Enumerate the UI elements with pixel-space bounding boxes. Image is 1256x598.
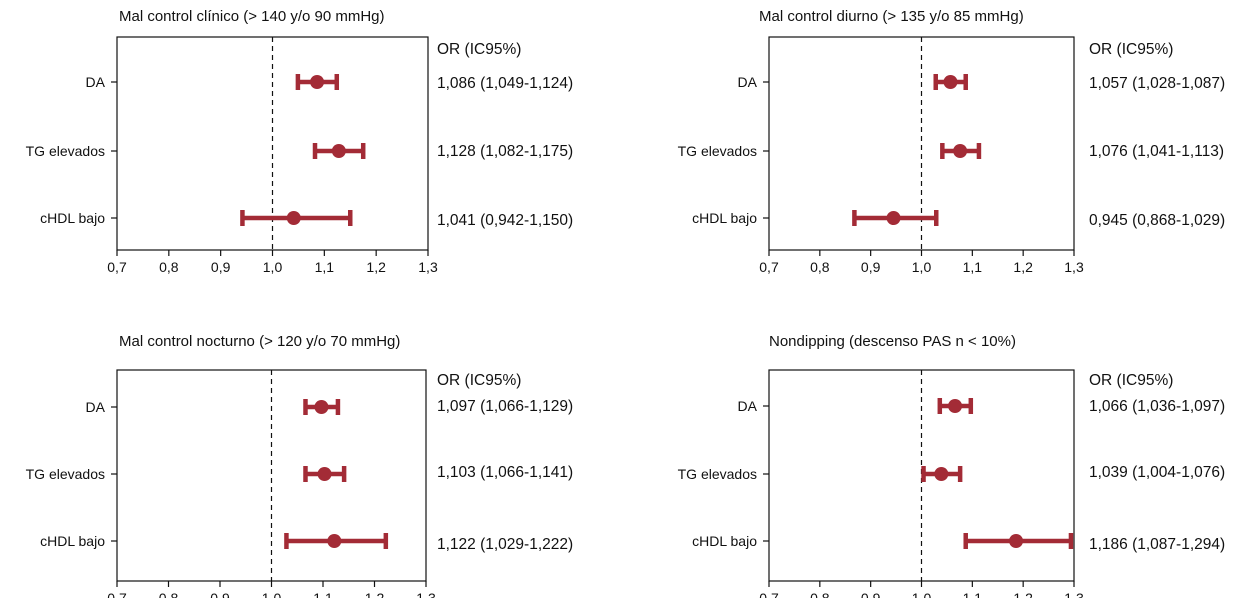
x-tick-label: 1,1 [963,259,983,275]
or-point-chdl [286,211,301,225]
x-tick-label: 1,0 [262,590,282,598]
row-label-da: DA [738,398,758,414]
x-tick-label: 1,1 [313,590,333,598]
x-tick-label: 0,8 [810,590,830,598]
x-tick-label: 0,9 [211,259,231,275]
x-tick-label: 0,7 [759,590,779,598]
or-value-tg: 1,103 (1,066-1,141) [437,464,574,481]
or-value-da: 1,086 (1,049-1,124) [437,75,574,92]
or-point-chdl [327,534,342,548]
row-label-da: DA [86,399,106,415]
forest-panel-nondipping: Nondipping (descenso PAS n < 10%) 0,7 0,8… [640,298,1256,598]
or-header: OR (IC95%) [437,41,522,58]
row-label-tg: TG elevados [26,143,105,159]
x-tick-label: 1,3 [416,590,436,598]
row-label-chdl: cHDL bajo [40,210,105,226]
x-tick-label: 1,0 [912,590,932,598]
x-tick-label: 0,8 [810,259,830,275]
panel-title: Mal control diurno (> 135 y/o 85 mmHg) [759,8,1024,25]
or-point-tg [331,144,346,158]
x-tick-label: 1,2 [366,259,386,275]
panel-title: Nondipping (descenso PAS n < 10%) [769,333,1016,350]
row-label-chdl: cHDL bajo [692,533,757,549]
or-point-chdl [1009,534,1024,548]
or-point-da [948,399,963,413]
row-label-da: DA [86,74,106,90]
forest-panel-clinical: Mal control clínico (> 140 y/o 90 mmHg) … [0,0,628,300]
x-tick-label: 1,3 [1064,590,1084,598]
forest-plot: 0,7 0,8 0,9 1,0 1,1 1,2 1,3 DA TG elevados cHDL b… [26,36,438,275]
or-point-tg [953,144,968,158]
row-label-chdl: cHDL bajo [40,533,105,549]
or-point-chdl [886,211,901,225]
forest-plot: 0,7 0,8 0,9 1,0 1,1 1,2 1,3 DA TG elevados cHDL b… [678,369,1084,598]
x-tick-label: 0,7 [759,259,779,275]
forest-plot: 0,7 0,8 0,9 1,0 1,1 1,2 1,3 DA TG elevados cHDL b… [678,36,1084,275]
panel-title: Mal control clínico (> 140 y/o 90 mmHg) [119,8,385,25]
or-value-tg: 1,039 (1,004-1,076) [1089,464,1226,481]
row-label-chdl: cHDL bajo [692,210,757,226]
x-tick-label: 1,3 [1064,259,1084,275]
panel-title: Mal control nocturno (> 120 y/o 70 mmHg) [119,333,401,350]
x-tick-label: 0,9 [210,590,230,598]
or-point-da [310,75,325,89]
or-point-da [314,400,329,414]
x-tick-label: 1,1 [963,590,983,598]
or-value-da: 1,097 (1,066-1,129) [437,398,574,415]
forest-panel-daytime: Mal control diurno (> 135 y/o 85 mmHg) 0… [640,0,1256,300]
or-value-da: 1,066 (1,036-1,097) [1089,398,1226,415]
x-tick-label: 0,7 [107,259,127,275]
or-value-chdl: 1,041 (0,942-1,150) [437,212,574,229]
or-value-chdl: 0,945 (0,868-1,029) [1089,212,1226,229]
or-value-chdl: 1,122 (1,029-1,222) [437,536,574,553]
x-tick-label: 1,1 [315,259,335,275]
x-tick-label: 1,3 [418,259,438,275]
or-point-tg [934,467,949,481]
x-tick-label: 1,0 [263,259,283,275]
row-label-tg: TG elevados [678,466,757,482]
or-header: OR (IC95%) [1089,372,1174,389]
row-label-tg: TG elevados [26,466,105,482]
row-label-tg: TG elevados [678,143,757,159]
row-label-da: DA [738,74,758,90]
x-tick-label: 0,8 [159,259,179,275]
or-header: OR (IC95%) [437,372,522,389]
x-tick-label: 0,9 [861,259,881,275]
forest-plot: 0,7 0,8 0,9 1,0 1,1 1,2 1,3 DA TG elevados cHDL b… [26,369,436,598]
or-value-chdl: 1,186 (1,087-1,294) [1089,536,1226,553]
or-value-tg: 1,128 (1,082-1,175) [437,143,574,160]
or-point-tg [317,467,332,481]
x-tick-label: 1,2 [1013,590,1033,598]
or-value-tg: 1,076 (1,041-1,113) [1089,143,1225,160]
forest-panel-nighttime: Mal control nocturno (> 120 y/o 70 mmHg)… [0,298,628,598]
x-tick-label: 0,8 [159,590,179,598]
or-header: OR (IC95%) [1089,41,1174,58]
x-tick-label: 1,0 [912,259,932,275]
or-value-da: 1,057 (1,028-1,087) [1089,75,1226,92]
x-tick-label: 0,9 [861,590,881,598]
or-point-da [943,75,958,89]
x-tick-label: 1,2 [1013,259,1033,275]
x-tick-label: 1,2 [365,590,385,598]
x-tick-label: 0,7 [107,590,127,598]
